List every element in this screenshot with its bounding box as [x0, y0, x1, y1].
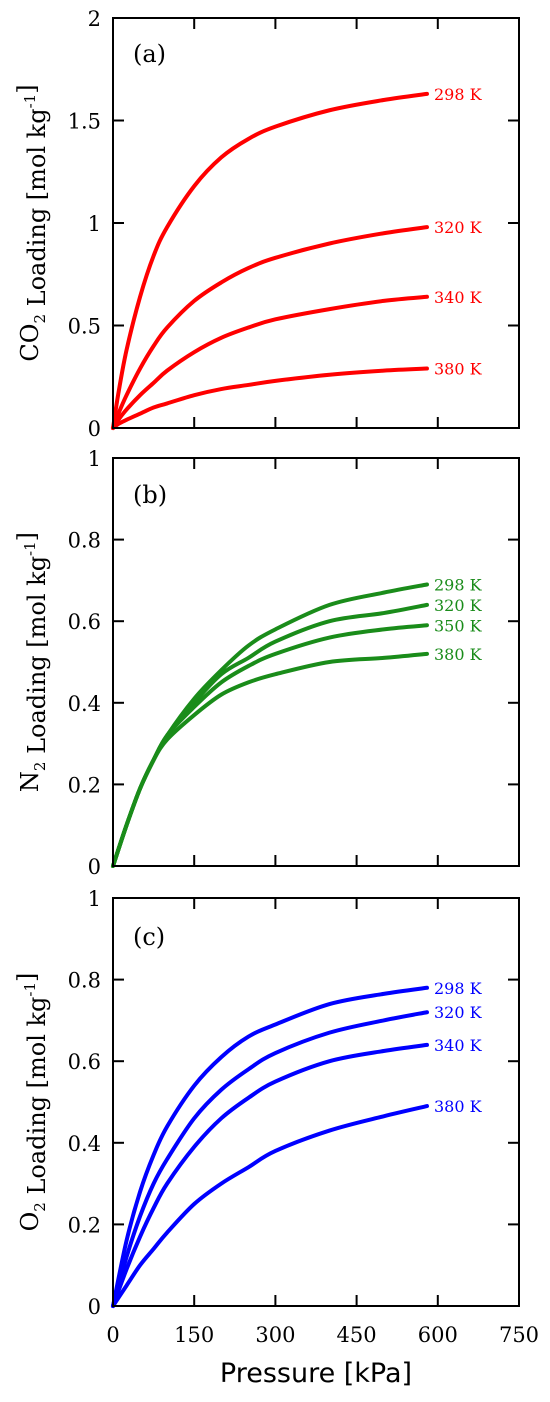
x-tick-label: 450 [337, 1323, 377, 1347]
y-tick-label: 0 [88, 855, 101, 879]
panel-tag: (b) [133, 481, 167, 509]
series-label: 350 K [434, 616, 483, 635]
y-axis-title: O2 Loading [mol kg-1] [13, 973, 51, 1232]
y-tick-label: 0.8 [68, 529, 101, 553]
y-tick-label: 2 [88, 7, 101, 31]
x-tick-label: 600 [418, 1323, 458, 1347]
y-axis-title: N2 Loading [mol kg-1] [13, 532, 51, 792]
series-line-4 [111, 1104, 429, 1308]
series-label: 380 K [434, 360, 483, 379]
series-line-2 [111, 602, 429, 868]
series-label: 340 K [434, 288, 483, 307]
y-tick-label: 0.6 [68, 610, 101, 634]
y-tick-label: 0.2 [68, 773, 101, 797]
series-line-4 [111, 651, 429, 868]
y-tick-label: 0.6 [68, 1050, 101, 1074]
chart-panel-1: 298 K 320 K 340 K 380 K 0 0.5 1 1.5 2 (a) CO2 Load… [13, 7, 520, 441]
y-tick-label: 0.2 [68, 1213, 101, 1237]
y-tick-label: 1 [88, 447, 101, 471]
x-axis-title: Pressure [kPa] [220, 1358, 412, 1389]
y-tick-label: 0.5 [68, 315, 101, 339]
y-tick-label: 1.5 [68, 110, 101, 134]
series-label: 298 K [434, 979, 483, 998]
series-line-3 [111, 1042, 429, 1308]
x-tick-label: 300 [255, 1323, 295, 1347]
y-axis-title: CO2 Loading [mol kg-1] [13, 84, 51, 361]
y-tick-label: 0.4 [68, 1132, 101, 1156]
series-label: 380 K [434, 645, 483, 664]
series-line-2 [111, 1010, 429, 1308]
series-label: 298 K [434, 575, 483, 594]
series-line-2 [111, 225, 429, 430]
y-tick-label: 1 [88, 212, 101, 236]
series-line-3 [111, 294, 429, 430]
y-tick-label: 0 [88, 1295, 101, 1319]
series-label: 320 K [434, 218, 483, 237]
series-line-1 [111, 91, 429, 430]
series-line-1 [111, 582, 429, 868]
series-label: 298 K [434, 85, 483, 104]
y-tick-label: 0.8 [68, 969, 101, 993]
panel-tag: (a) [133, 40, 166, 68]
series-line-4 [111, 366, 429, 430]
series-label: 340 K [434, 1036, 483, 1055]
plot-frame [112, 897, 520, 1307]
y-tick-label: 0.4 [68, 692, 101, 716]
y-tick-label: 1 [88, 887, 101, 911]
panel-tag: (c) [133, 923, 165, 951]
x-tick-label: 0 [106, 1323, 119, 1347]
series-label: 320 K [434, 596, 483, 615]
plot-frame [112, 457, 520, 867]
chart-panel-3: 298 K 320 K 340 K 380 K 0 0.2 0.4 0.6 0.8 1 0 150 30… [13, 887, 539, 1389]
series-label: 320 K [434, 1003, 483, 1022]
series-line-1 [111, 985, 429, 1308]
y-tick-label: 0 [88, 417, 101, 441]
series-label: 380 K [434, 1097, 483, 1116]
x-tick-label: 750 [499, 1323, 539, 1347]
x-tick-label: 150 [174, 1323, 214, 1347]
